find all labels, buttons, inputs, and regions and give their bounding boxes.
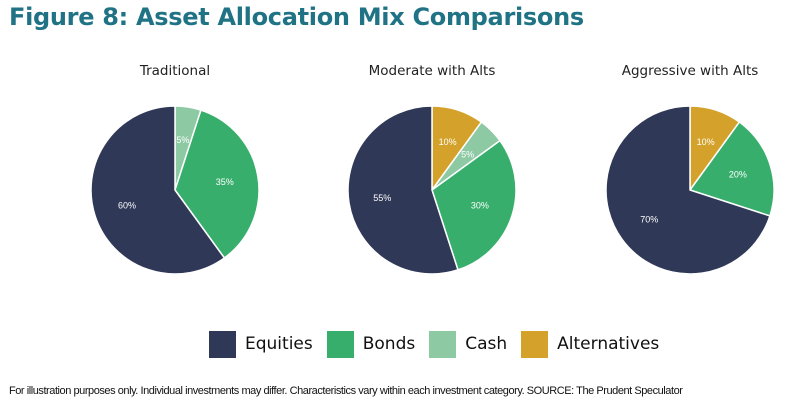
legend-item-alternatives: Alternatives [521, 330, 660, 358]
legend-item-cash: Cash [429, 330, 508, 358]
slice-label-bonds: 20% [729, 169, 747, 179]
legend-label-bonds: Bonds [362, 334, 416, 354]
slice-label-cash: 5% [461, 149, 474, 159]
pie-chart-moderate-with-alts: 10% 5% 30% 55% [347, 105, 517, 275]
legend-swatch-cash [429, 330, 457, 358]
pie-title-aggressive-with-alts: Aggressive with Alts [621, 63, 759, 79]
pie-title-moderate-with-alts: Moderate with Alts [368, 63, 496, 79]
slice-label-equities: 55% [373, 193, 391, 203]
legend-item-bonds: Bonds [326, 330, 416, 358]
legend: Equities Bonds Cash Alternatives [209, 330, 673, 358]
pie-slice-equities [605, 105, 771, 275]
pie-slice-bonds [689, 121, 775, 217]
slice-label-alternatives: 10% [439, 137, 457, 147]
slice-label-equities: 70% [640, 215, 658, 225]
legend-label-equities: Equities [245, 334, 313, 354]
figure-title: Figure 8: Asset Allocation Mix Compariso… [9, 3, 584, 31]
footnote: For illustration purposes only. Individu… [9, 385, 683, 397]
legend-item-equities: Equities [209, 330, 313, 358]
pie-slice-equities [347, 105, 459, 275]
pie-chart-traditional: 5% 35% 60% [90, 105, 260, 275]
slice-label-equities: 60% [118, 201, 136, 211]
pie-slice-bonds [174, 109, 260, 259]
pie-chart-aggressive-with-alts: 10% 20% 70% [605, 105, 775, 275]
slice-label-bonds: 30% [471, 201, 489, 211]
pie-slice-bonds [431, 139, 517, 271]
slice-label-bonds: 35% [216, 177, 234, 187]
pie-title-traditional: Traditional [139, 63, 211, 79]
pie-slice-equities [90, 105, 226, 275]
legend-swatch-bonds [326, 330, 354, 358]
legend-swatch-alternatives [521, 330, 549, 358]
legend-label-alternatives: Alternatives [557, 334, 660, 354]
slice-label-alternatives: 10% [697, 137, 715, 147]
legend-swatch-equities [209, 330, 236, 358]
legend-label-cash: Cash [465, 334, 508, 354]
slice-label-cash: 5% [176, 135, 189, 145]
